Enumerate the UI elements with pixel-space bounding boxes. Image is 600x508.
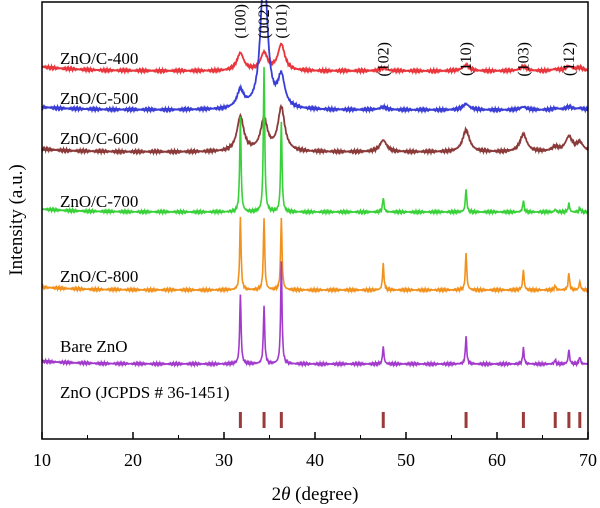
peak-label: (002) (256, 4, 273, 39)
series-label: ZnO/C-600 (60, 129, 138, 148)
x-tick-label: 30 (215, 450, 233, 470)
peak-label: (110) (458, 42, 475, 76)
series-labels: ZnO/C-400 ZnO/C-500 ZnO/C-600 ZnO/C-700 ZnO/… (60, 49, 230, 402)
reference-label: ZnO (JCPDS # 36-1451) (60, 383, 230, 402)
x-tick-label: 40 (306, 450, 324, 470)
series-line-bare-zno (41, 261, 589, 369)
series-line-zno-c-500 (41, 0, 589, 115)
peak-label: (103) (515, 42, 532, 77)
x-tick-label: 50 (397, 450, 415, 470)
series-line-zno-c-400 (41, 42, 589, 76)
series-line-zno-c-600 (41, 103, 589, 157)
series-label: ZnO/C-400 (60, 49, 138, 68)
reference-lines (238, 412, 582, 428)
series-line-zno-c-700 (41, 67, 589, 217)
series-label: Bare ZnO (60, 337, 128, 356)
peak-label: (112) (561, 42, 578, 76)
series-traces (41, 0, 589, 369)
series-label: ZnO/C-700 (60, 192, 138, 211)
x-axis-title-suffix: (degree) (290, 484, 358, 505)
x-axis-title: 2θ (degree) (272, 484, 359, 505)
peak-labels: (100) (002) (101) (102) (110) (103) (112) (232, 4, 578, 77)
x-axis-title-theta: θ (281, 484, 290, 505)
peak-label: (101) (273, 4, 290, 39)
y-axis-title: Intensity (a.u.) (6, 164, 27, 275)
x-tick-label: 10 (33, 450, 51, 470)
series-label: ZnO/C-800 (60, 267, 138, 286)
x-axis: 10 20 30 40 50 60 70 (33, 432, 597, 470)
series-label: ZnO/C-500 (60, 89, 138, 108)
peak-label: (100) (232, 4, 249, 39)
x-tick-label: 60 (488, 450, 506, 470)
peak-label: (102) (375, 42, 392, 77)
x-tick-label: 20 (124, 450, 142, 470)
x-tick-label: 70 (579, 450, 597, 470)
x-axis-title-prefix: 2 (272, 484, 282, 505)
series-line-zno-c-800 (41, 216, 589, 295)
